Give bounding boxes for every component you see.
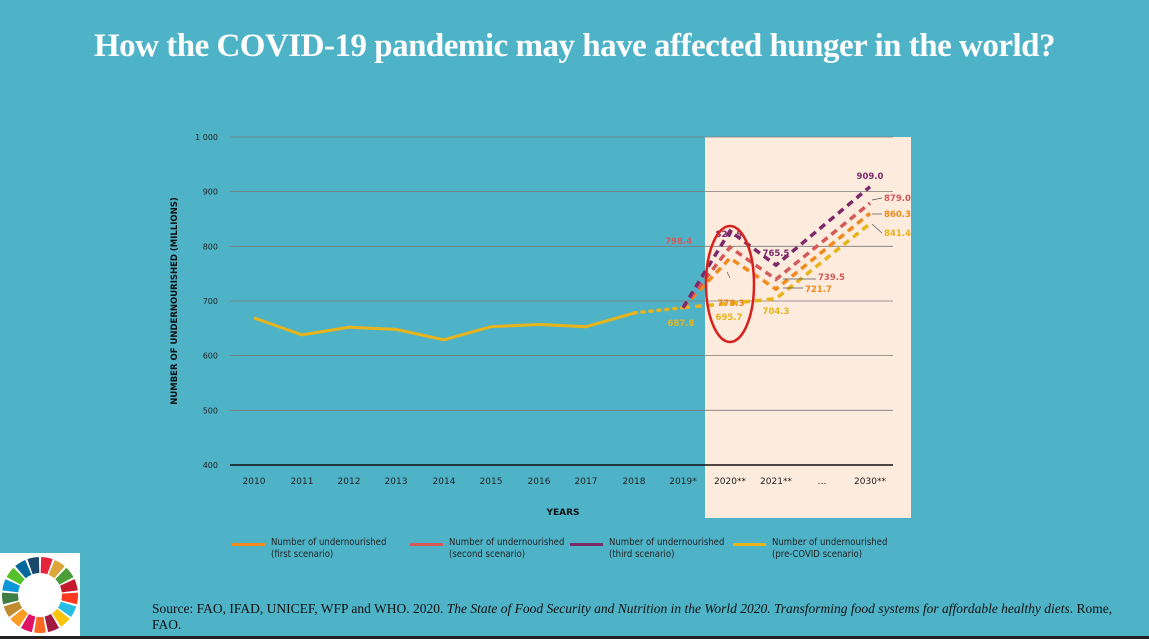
y-tick-label: 700 bbox=[203, 297, 218, 306]
data-label: 841.4 bbox=[884, 229, 911, 239]
leader-line bbox=[871, 197, 883, 201]
data-label: 909.0 bbox=[857, 172, 884, 182]
data-label: 687.8 bbox=[668, 319, 695, 329]
x-tick-label: … bbox=[818, 477, 827, 487]
sdg-wheel-segment bbox=[6, 567, 25, 585]
y-tick-label: 600 bbox=[203, 352, 218, 361]
legend-swatch bbox=[232, 543, 265, 546]
sdg-wheel-segment bbox=[57, 601, 77, 617]
legend-label: Number of undernourished bbox=[449, 537, 565, 548]
legend-sublabel: (third scenario) bbox=[609, 549, 675, 560]
historical-dotted-segment bbox=[632, 305, 685, 315]
data-label: 860.3 bbox=[884, 210, 911, 220]
sdg-wheel-segment bbox=[52, 608, 70, 627]
y-axis-label: NUMBER OF UNDERNOURISHED (MILLIONS) bbox=[170, 197, 180, 405]
legend-swatch bbox=[733, 543, 766, 546]
x-tick-label: 2020** bbox=[714, 477, 746, 487]
legend-item-precovid: Number of undernourished (pre-COVID scena… bbox=[733, 537, 887, 561]
legend-swatch bbox=[410, 543, 443, 546]
x-tick-label: 2014 bbox=[433, 477, 456, 487]
sdg-wheel-segment bbox=[48, 559, 65, 579]
y-tick-label: 500 bbox=[203, 406, 218, 415]
legend-sublabel: (first scenario) bbox=[271, 549, 334, 560]
highlight-ellipse bbox=[704, 224, 756, 344]
x-tick-label: 2013 bbox=[385, 477, 408, 487]
source-suffix: . Rome, FAO. bbox=[152, 601, 1113, 632]
legend-item-first: Number of undernourished (first scenario) bbox=[232, 537, 386, 561]
sdg-wheel-segment bbox=[3, 601, 23, 617]
sdg-wheel-segment bbox=[15, 559, 32, 579]
source-citation: Source: FAO, IFAD, UNICEF, WFP and WHO. … bbox=[152, 601, 1132, 633]
historical-line bbox=[253, 311, 635, 342]
leader-line bbox=[871, 223, 883, 234]
y-tick-label: 900 bbox=[203, 188, 218, 197]
data-label: 778.3 bbox=[718, 299, 745, 309]
scenario-line bbox=[681, 211, 872, 309]
data-label: 721.7 bbox=[805, 285, 832, 295]
data-label: 879.0 bbox=[884, 194, 911, 204]
x-tick-label: 2015 bbox=[480, 477, 503, 487]
slide-title: How the COVID-19 pandemic may have affec… bbox=[93, 28, 1056, 64]
source-title: The State of Food Security and Nutrition… bbox=[446, 601, 1070, 616]
x-tick-label: 2019* bbox=[669, 477, 697, 487]
x-tick-label: 2017 bbox=[575, 477, 598, 487]
sdg-wheel-logo bbox=[0, 553, 80, 637]
legend-item-second: Number of undernourished (second scenario… bbox=[410, 537, 564, 561]
leader-line bbox=[726, 271, 731, 279]
sdg-wheel-segment bbox=[44, 614, 60, 633]
x-tick-label: 2030** bbox=[854, 477, 886, 487]
sdg-wheel-segment bbox=[59, 579, 78, 593]
data-label: 827.9 bbox=[716, 230, 743, 240]
legend-label: Number of undernourished bbox=[609, 537, 725, 548]
data-label: 704.3 bbox=[763, 307, 790, 317]
data-label: 765.5 bbox=[763, 249, 790, 259]
legend-label: Number of undernourished bbox=[772, 537, 888, 548]
x-axis-label: YEARS bbox=[545, 508, 579, 518]
source-text: Source: FAO, IFAD, UNICEF, WFP and WHO. … bbox=[152, 601, 447, 616]
data-label: 798.4 bbox=[665, 237, 692, 247]
scenario-line bbox=[681, 185, 872, 309]
legend-sublabel: (second scenario) bbox=[449, 549, 526, 560]
y-tick-label: 400 bbox=[203, 461, 218, 470]
sdg-wheel-segment bbox=[1, 592, 19, 605]
sdg-wheel-segment bbox=[20, 614, 36, 633]
x-tick-label: 2021** bbox=[760, 477, 792, 487]
x-tick-label: 2016 bbox=[528, 477, 551, 487]
x-tick-label: 2018 bbox=[623, 477, 646, 487]
legend-sublabel: (pre-COVID scenario) bbox=[772, 549, 863, 560]
data-label: 739.5 bbox=[818, 273, 845, 283]
y-tick-label: 1 000 bbox=[195, 133, 218, 142]
legend-swatch bbox=[570, 543, 603, 546]
sdg-wheel-segment bbox=[27, 557, 40, 575]
sdg-wheel-segment bbox=[2, 579, 21, 593]
x-tick-label: 2012 bbox=[338, 477, 361, 487]
x-tick-label: 2011 bbox=[291, 477, 314, 487]
y-tick-label: 800 bbox=[203, 242, 218, 251]
legend-label: Number of undernourished bbox=[271, 537, 387, 548]
legend-item-third: Number of undernourished (third scenario) bbox=[570, 537, 724, 561]
bottom-rule bbox=[0, 636, 1149, 639]
sdg-wheel-segment bbox=[55, 567, 74, 585]
sdg-wheel-segment bbox=[34, 616, 46, 633]
x-tick-label: 2010 bbox=[243, 477, 266, 487]
sdg-wheel-segment bbox=[61, 592, 78, 605]
sdg-wheel-segment bbox=[40, 557, 53, 575]
sdg-wheel-segment bbox=[10, 608, 28, 627]
data-label: 695.7 bbox=[716, 313, 743, 323]
forecast-highlight-area bbox=[705, 137, 911, 518]
